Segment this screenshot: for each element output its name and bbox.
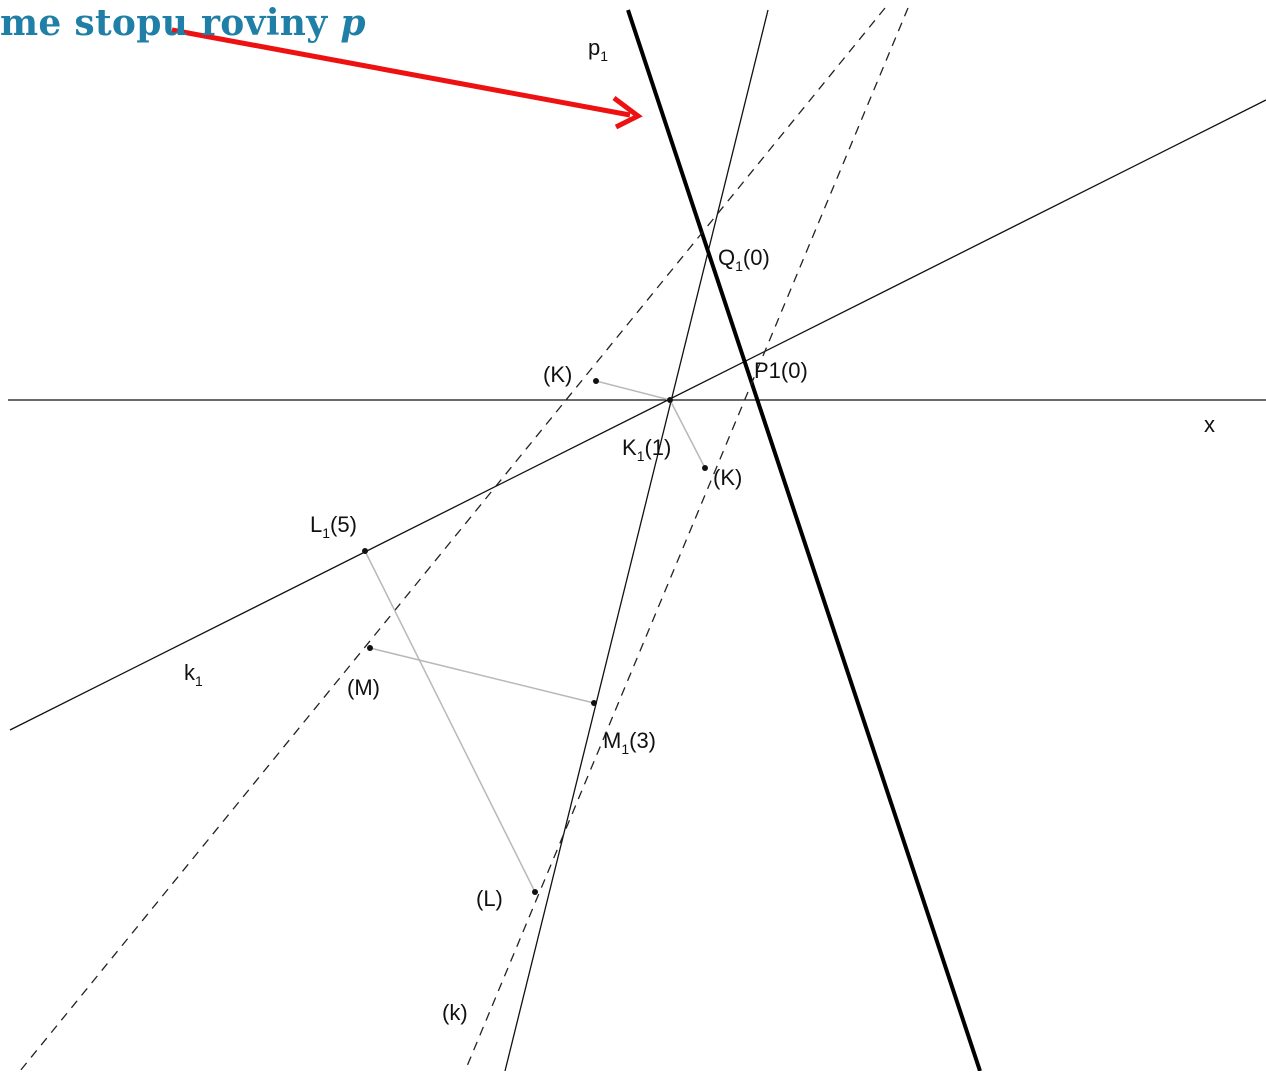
construction-line-k-upper (595, 380, 671, 401)
dashed-line-k (464, 7, 909, 1072)
construction-line-k-lower (669, 399, 706, 469)
dashed-line-left (19, 7, 886, 1072)
trace-p1-line (626, 9, 982, 1072)
point-l-rotated (532, 889, 538, 895)
point-k-rotated-bottom (702, 465, 708, 471)
title-variable: p (340, 2, 366, 44)
construction-line-m (369, 647, 595, 704)
point-k-rotated-top (593, 378, 599, 384)
label-k1-line: k1 (184, 660, 203, 689)
label-m1: M1(3) (603, 728, 656, 757)
k1-line (9, 99, 1266, 731)
label-k-rotated-top: (K) (543, 362, 572, 387)
label-k1-point: K1(1) (622, 435, 671, 464)
label-p1-point: P1(0) (754, 358, 808, 383)
point-k1 (667, 397, 673, 403)
label-l-rotated: (L) (476, 886, 503, 911)
label-x-axis: x (1204, 412, 1215, 437)
red-arrow-head (612, 96, 643, 130)
slide-title: me stopu roviny p (0, 2, 366, 44)
ground-line-km (504, 9, 769, 1072)
construction-line-l (364, 550, 536, 893)
title-text: me stopu roviny (0, 2, 341, 44)
label-l1: L1(5) (310, 512, 357, 541)
label-q1: Q1(0) (718, 245, 770, 274)
point-m-rotated (367, 645, 373, 651)
point-l1 (362, 548, 368, 554)
label-m-rotated: (M) (347, 675, 380, 700)
point-m1 (591, 700, 597, 706)
label-k-rotated-bottom: (K) (713, 465, 742, 490)
red-arrow-line (171, 27, 631, 118)
label-k-line: (k) (442, 1000, 468, 1025)
label-p1: p1 (588, 35, 608, 64)
